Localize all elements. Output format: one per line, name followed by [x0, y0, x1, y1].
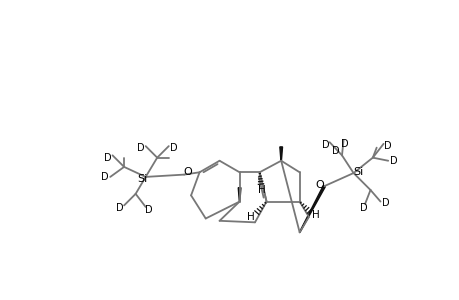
Text: D: D [321, 140, 329, 150]
Text: H: H [246, 212, 254, 222]
Text: H: H [311, 210, 319, 220]
Text: D: D [169, 143, 177, 153]
Text: D: D [389, 156, 397, 166]
Text: D: D [115, 203, 123, 214]
Text: D: D [104, 153, 112, 163]
Text: Si: Si [353, 167, 363, 176]
Polygon shape [279, 147, 282, 161]
Text: D: D [145, 205, 152, 215]
Text: D: D [331, 146, 339, 157]
Text: D: D [381, 198, 389, 208]
Text: H: H [257, 185, 265, 195]
Polygon shape [299, 186, 325, 232]
Text: O: O [314, 180, 323, 190]
Text: D: D [137, 143, 145, 153]
Text: D: D [383, 141, 391, 151]
Text: D: D [101, 172, 108, 182]
Polygon shape [238, 188, 241, 202]
Text: Si: Si [137, 174, 147, 184]
Text: D: D [340, 139, 347, 149]
Text: O: O [183, 167, 192, 177]
Text: D: D [359, 203, 367, 214]
